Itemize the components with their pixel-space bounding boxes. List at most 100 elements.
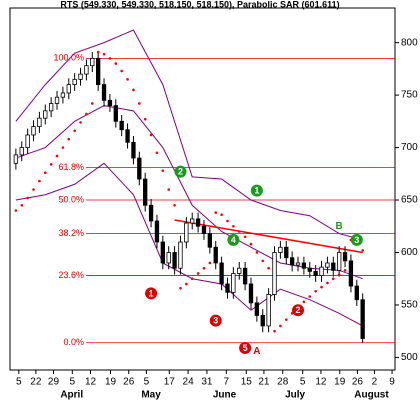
- wave-marker: [292, 304, 305, 317]
- x-tick-label: 12: [315, 377, 327, 388]
- x-tick-label: 7: [224, 377, 230, 388]
- candle-body: [148, 204, 154, 222]
- candle-body: [107, 99, 113, 106]
- sar-dot: [214, 211, 218, 214]
- candle-body: [137, 157, 142, 180]
- sar-dot: [43, 171, 47, 175]
- sar-dot: [202, 266, 206, 270]
- sar-dot: [96, 50, 100, 54]
- sar-dot: [255, 251, 259, 254]
- y-tick-label: 800: [401, 37, 418, 48]
- sar-dot: [167, 188, 171, 191]
- sar-dot: [20, 203, 24, 207]
- x-tick-label: 12: [85, 377, 97, 388]
- sar-dot: [220, 213, 223, 217]
- sar-dot: [108, 57, 112, 60]
- band-line: [15, 29, 363, 241]
- candle-body: [242, 267, 248, 285]
- candle-body: [331, 262, 336, 271]
- candle-body: [101, 84, 107, 101]
- sar-dot: [279, 324, 282, 328]
- y-tick-label: 600: [401, 247, 418, 258]
- candle-body: [342, 252, 348, 262]
- y-tick-label: 750: [401, 90, 418, 101]
- sar-dot: [61, 146, 65, 149]
- sar-dot: [85, 112, 88, 116]
- candle-body: [43, 110, 48, 119]
- sar-dot: [343, 269, 347, 272]
- x-tick-label: 5: [70, 377, 76, 388]
- wave-label: A: [253, 346, 260, 357]
- x-tick-label: 5: [144, 377, 150, 388]
- x-tick-label: 28: [277, 377, 289, 388]
- wave-label: 2: [178, 167, 183, 177]
- candle-body: [184, 222, 189, 243]
- fib-label: 100.0%: [53, 53, 84, 63]
- wave-marker: [239, 341, 252, 354]
- y-tick-label: 550: [401, 300, 418, 311]
- wave-label: 5: [243, 343, 248, 353]
- sar-dot: [179, 286, 182, 290]
- sar-dot: [185, 282, 188, 286]
- candle-body: [266, 294, 271, 327]
- wave-label: 2: [296, 305, 301, 315]
- candle-body: [54, 96, 60, 104]
- candle-body: [131, 141, 136, 159]
- candle-body: [295, 262, 301, 266]
- candle-body: [307, 267, 312, 272]
- sar-dot: [249, 242, 253, 246]
- candle-body: [225, 283, 230, 293]
- wave-label: 3: [354, 235, 359, 245]
- wave-label: 1: [254, 185, 259, 195]
- sar-dot: [331, 277, 335, 281]
- sar-dot: [102, 52, 106, 56]
- candle-body: [248, 283, 254, 304]
- candle-body: [113, 105, 118, 122]
- sar-dot: [49, 163, 53, 166]
- month-label: April: [60, 390, 83, 400]
- sar-dot: [308, 295, 312, 298]
- candle-body: [325, 262, 330, 268]
- candle-body: [313, 270, 318, 276]
- x-tick-label: 9: [389, 377, 395, 388]
- x-tick-label: 19: [105, 377, 117, 388]
- sar-dot: [267, 266, 270, 270]
- candle-body: [254, 302, 260, 316]
- candle-body: [219, 262, 224, 285]
- candle-body: [207, 233, 213, 248]
- sar-dot: [196, 272, 200, 275]
- candle-body: [172, 252, 177, 269]
- month-label: July: [285, 390, 305, 400]
- candle-body: [96, 57, 101, 85]
- sar-dot: [155, 151, 159, 155]
- wave-marker: [250, 184, 263, 197]
- candle-body: [284, 246, 289, 259]
- wave-label: B: [336, 221, 343, 232]
- sar-dot: [173, 203, 176, 207]
- candle-body: [301, 262, 307, 269]
- plot-frame: [9, 7, 396, 371]
- trend-line: [174, 219, 363, 254]
- candle-body: [166, 252, 171, 264]
- candle-body: [231, 273, 236, 293]
- month-label: August: [354, 390, 389, 400]
- candle-body: [72, 78, 77, 85]
- wave-marker: [227, 233, 240, 246]
- candle-body: [348, 260, 354, 287]
- sar-dot: [73, 129, 76, 133]
- fib-label: 0.0%: [63, 337, 84, 347]
- sar-dot: [337, 273, 341, 276]
- sar-dot: [261, 259, 265, 263]
- candle-body: [201, 225, 207, 234]
- wave-marker: [174, 165, 187, 178]
- x-tick-label: 19: [334, 377, 346, 388]
- sar-dot: [326, 281, 329, 285]
- y-tick-label: 500: [401, 352, 418, 363]
- candle-body: [90, 57, 95, 67]
- candle-body: [143, 178, 148, 206]
- sar-dot: [90, 102, 94, 105]
- fib-label: 61.8%: [58, 162, 84, 172]
- sar-dot: [302, 300, 306, 304]
- sar-dot: [208, 261, 212, 265]
- candle-body: [190, 218, 195, 224]
